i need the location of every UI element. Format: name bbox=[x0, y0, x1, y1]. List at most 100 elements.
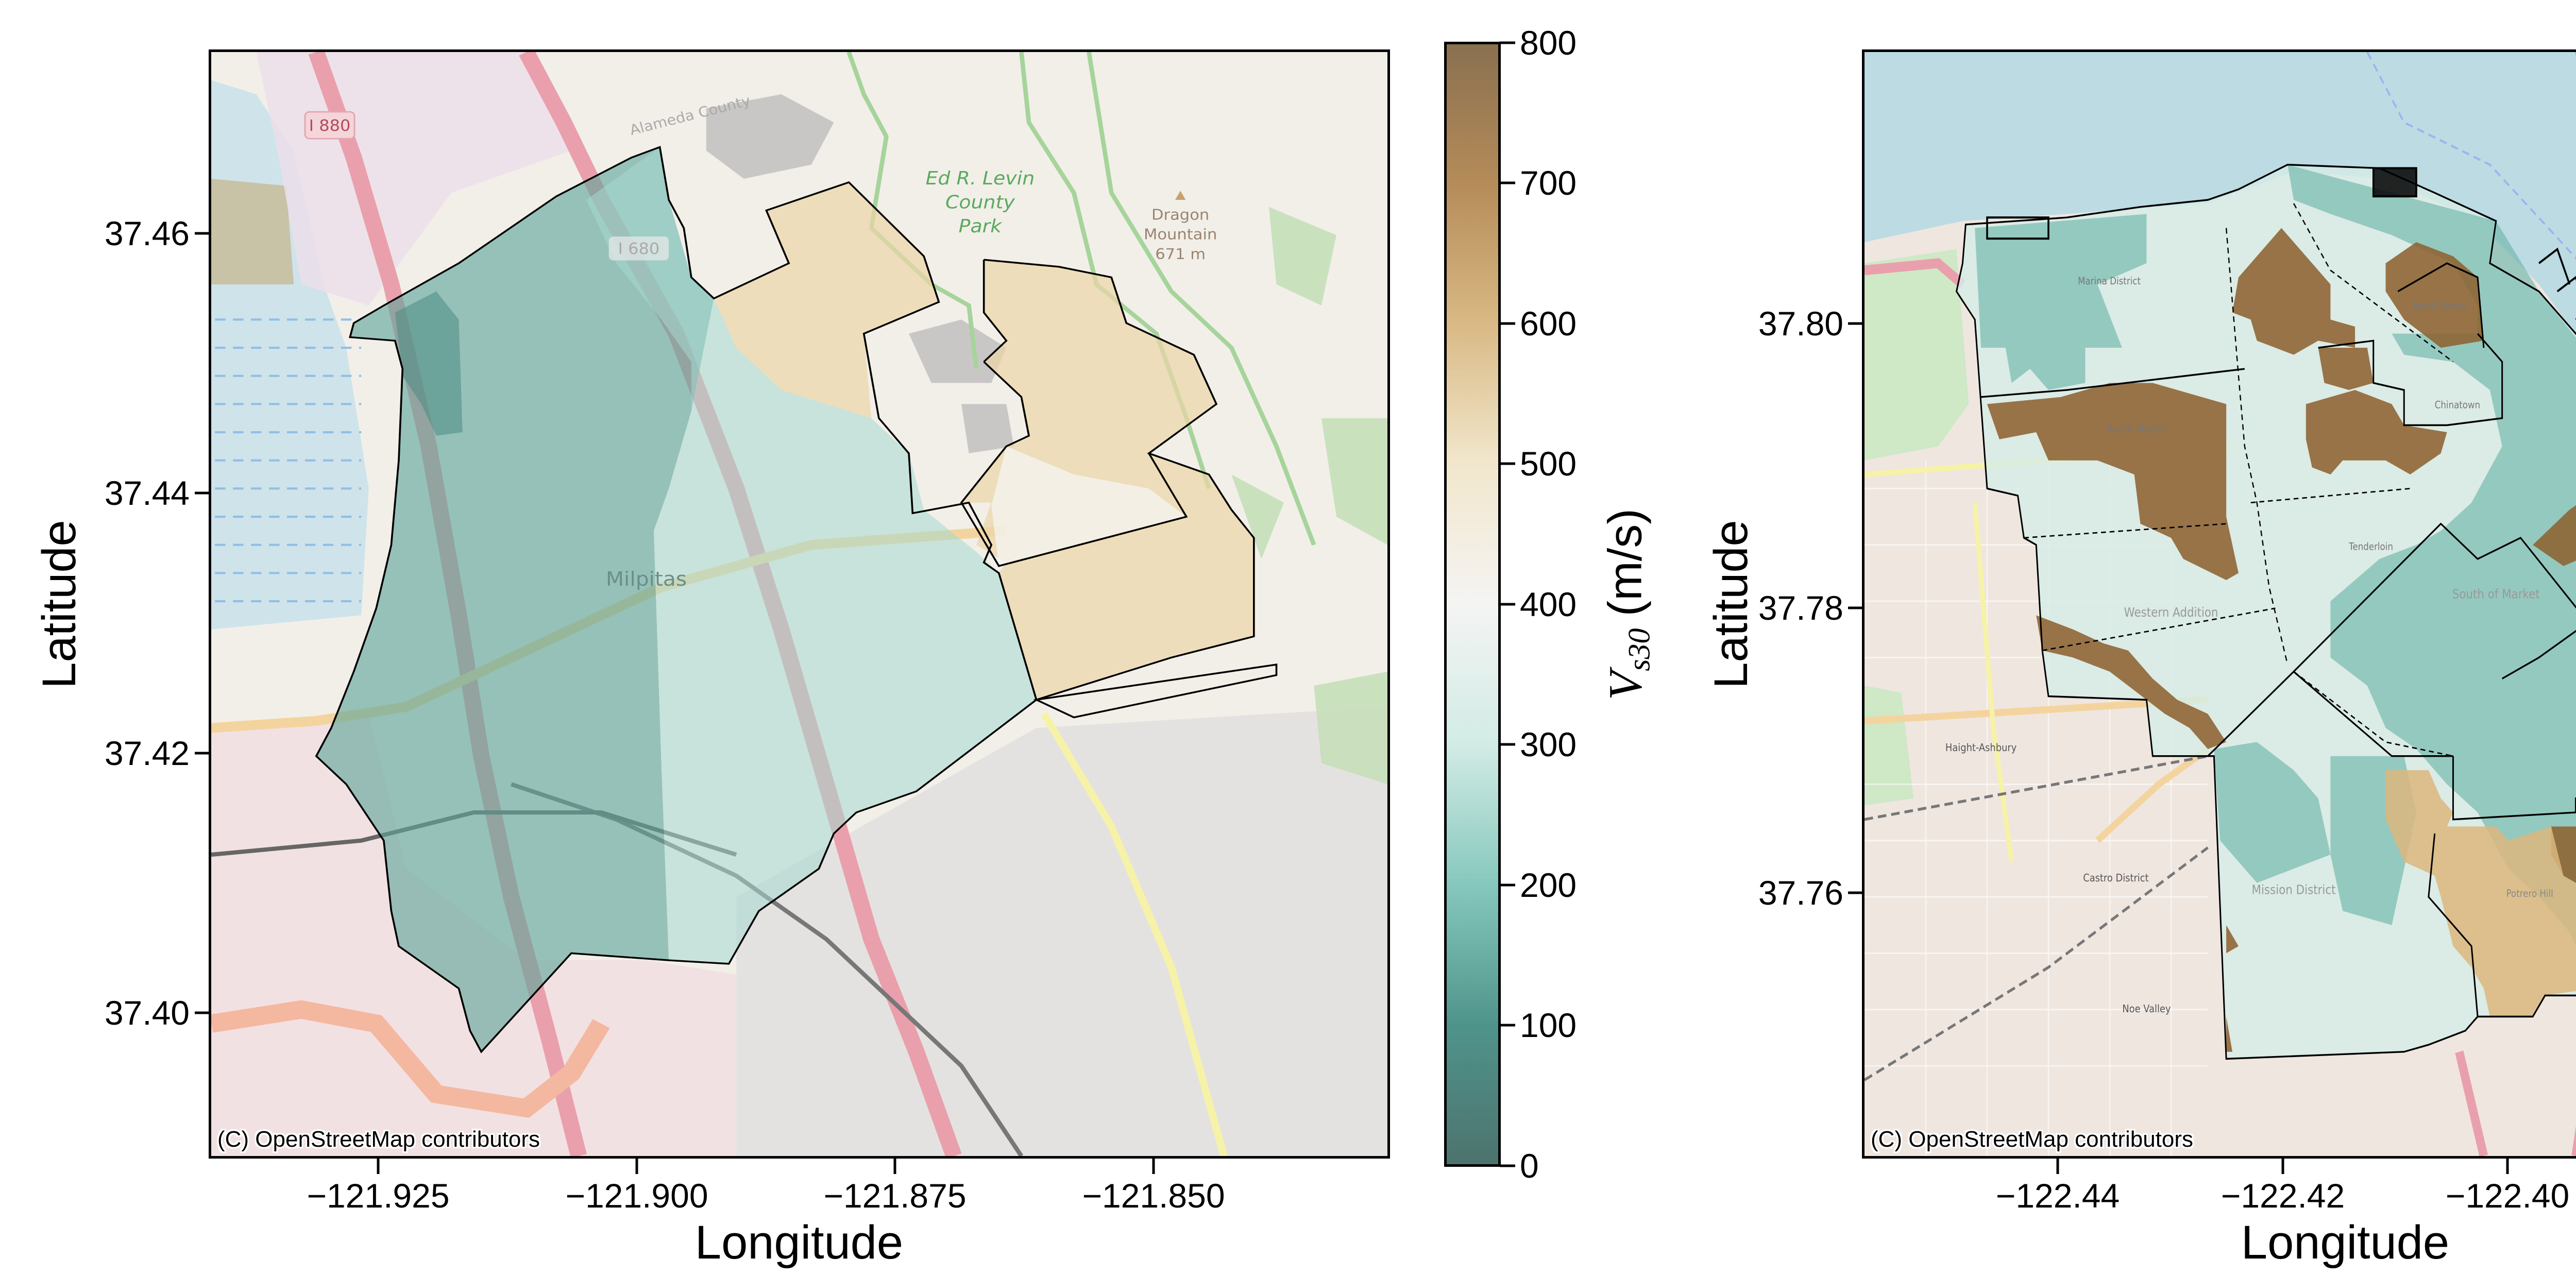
cb-tick-label: 400 bbox=[1520, 585, 1577, 623]
sf-dashed-boundaries bbox=[2024, 203, 2454, 757]
left-xtick-label: −121.900 bbox=[565, 1177, 708, 1215]
left-ytick-label: 37.40 bbox=[104, 994, 190, 1032]
map-attribution: (C) OpenStreetMap contributors bbox=[217, 1127, 540, 1152]
svg-text:Tenderloin: Tenderloin bbox=[2348, 541, 2393, 552]
presidio-park bbox=[1865, 249, 1969, 461]
svg-text:South of Market: South of Market bbox=[2452, 587, 2540, 602]
svg-text:I 880: I 880 bbox=[309, 117, 351, 135]
left-xtick-label: −121.875 bbox=[823, 1177, 967, 1215]
salt-pond-marks bbox=[215, 318, 362, 603]
vs30-milpitas-gap bbox=[991, 446, 1187, 566]
cb-tick bbox=[1500, 462, 1515, 465]
left-ytick-label: 37.42 bbox=[104, 734, 190, 772]
svg-text:County: County bbox=[945, 192, 1015, 213]
right-xtick-label: −122.44 bbox=[1995, 1177, 2120, 1215]
svg-text:Castro District: Castro District bbox=[2083, 872, 2149, 885]
cb-tick-label: 500 bbox=[1520, 445, 1577, 483]
svg-text:Ed R. Levin: Ed R. Levin bbox=[926, 167, 1035, 189]
vs30-milpitas-darkest bbox=[395, 291, 463, 436]
pier-outlines bbox=[1986, 167, 2576, 320]
cb-tick bbox=[1500, 322, 1515, 325]
vs30-sf-potrero bbox=[2385, 770, 2576, 1017]
landfill-area bbox=[211, 179, 294, 285]
left-ytick bbox=[195, 232, 210, 235]
cb-tick-label: 800 bbox=[1520, 24, 1577, 62]
right-xtick-label: −122.42 bbox=[2221, 1177, 2345, 1215]
vs30-milpitas-foothills-1 bbox=[714, 182, 939, 418]
left-xtick bbox=[893, 1159, 896, 1174]
right-ytick-label: 37.78 bbox=[1758, 589, 1843, 627]
left-ylabel: Latitude bbox=[33, 520, 86, 689]
right-ytick bbox=[1848, 322, 1863, 325]
left-ytick-label: 37.46 bbox=[104, 214, 190, 252]
right-xtick bbox=[2056, 1159, 2059, 1174]
svg-text:Milpitas: Milpitas bbox=[606, 568, 687, 591]
right-xlabel: Longitude bbox=[2241, 1216, 2450, 1269]
cb-tick bbox=[1500, 181, 1515, 184]
cb-tick bbox=[1500, 743, 1515, 746]
svg-text:Marina District: Marina District bbox=[2078, 276, 2141, 287]
residential-zone-southeast bbox=[736, 707, 1387, 1156]
vs30-milpitas-mid bbox=[586, 147, 1037, 964]
quarry-areas bbox=[706, 94, 1014, 454]
cb-label-unit: (m/s) bbox=[1599, 508, 1652, 617]
cb-tick bbox=[1500, 1164, 1515, 1167]
svg-text:Mountain: Mountain bbox=[1144, 225, 1217, 243]
right-map-svg: San Francisco- Oakland Bay Bridge West S… bbox=[1865, 52, 2576, 1156]
svg-text:671 m: 671 m bbox=[1155, 245, 1206, 263]
vs30-milpitas-foothills-2 bbox=[961, 260, 1254, 700]
left-xtick bbox=[1152, 1159, 1155, 1174]
svg-text:Western Addition: Western Addition bbox=[2124, 606, 2218, 620]
cb-tick-label: 600 bbox=[1520, 304, 1577, 343]
left-ytick-label: 37.44 bbox=[104, 474, 190, 512]
right-xtick bbox=[2281, 1159, 2284, 1174]
right-ytick bbox=[1848, 891, 1863, 894]
left-xtick bbox=[377, 1159, 380, 1174]
cb-label-symbol: V bbox=[1599, 671, 1652, 701]
svg-text:Noe Valley: Noe Valley bbox=[2122, 1002, 2171, 1015]
svg-text:North Beach: North Beach bbox=[2413, 301, 2466, 312]
cb-tick-label: 200 bbox=[1520, 866, 1577, 904]
left-xtick bbox=[635, 1159, 638, 1174]
left-ytick bbox=[195, 491, 210, 495]
svg-text:Potrero Hill: Potrero Hill bbox=[2506, 888, 2553, 899]
svg-text:I 680: I 680 bbox=[618, 240, 660, 258]
svg-text:Pacific Heights: Pacific Heights bbox=[2107, 423, 2170, 435]
svg-text:Haight-Ashbury: Haight-Ashbury bbox=[1945, 741, 2016, 754]
map-attribution: (C) OpenStreetMap contributors bbox=[1871, 1127, 2194, 1152]
right-ytick-label: 37.76 bbox=[1758, 874, 1843, 912]
cb-tick-label: 300 bbox=[1520, 725, 1577, 763]
cb-label-subscript: s30 bbox=[1622, 628, 1656, 671]
right-xtick-label: −122.40 bbox=[2445, 1177, 2570, 1215]
left-colorbar-label: Vs30 (m/s) bbox=[1599, 508, 1656, 701]
cb-tick bbox=[1500, 41, 1515, 44]
right-xtick bbox=[2506, 1159, 2509, 1174]
cb-tick-label: 0 bbox=[1520, 1147, 1539, 1185]
cb-tick-label: 100 bbox=[1520, 1006, 1577, 1044]
hill-vegetation bbox=[1231, 207, 1387, 785]
left-xtick-label: −121.925 bbox=[307, 1177, 450, 1215]
left-ytick bbox=[195, 752, 210, 755]
left-map-svg: I 880 I 680 Alameda County Ed R. Levin C… bbox=[211, 52, 1387, 1156]
svg-text:Chinatown: Chinatown bbox=[2435, 399, 2480, 411]
svg-text:Park: Park bbox=[959, 215, 1003, 237]
svg-text:Mission District: Mission District bbox=[2252, 883, 2336, 897]
cb-tick bbox=[1500, 883, 1515, 887]
right-map-plot-area[interactable]: San Francisco- Oakland Bay Bridge West S… bbox=[1862, 49, 2576, 1159]
left-colorbar bbox=[1444, 42, 1501, 1167]
milpitas-boundaries bbox=[315, 146, 1278, 1053]
sf-district-boundaries bbox=[1955, 163, 2576, 1060]
vs30-sf-bedrock-zones bbox=[1987, 228, 2576, 1052]
left-xlabel: Longitude bbox=[694, 1216, 904, 1269]
vs30-sf-low-zones bbox=[1975, 164, 2576, 946]
left-ytick bbox=[195, 1011, 210, 1014]
svg-text:Dragon: Dragon bbox=[1151, 206, 1209, 223]
right-ytick-label: 37.80 bbox=[1758, 304, 1843, 343]
cb-tick-label: 700 bbox=[1520, 164, 1577, 202]
right-ytick bbox=[1848, 606, 1863, 609]
cb-tick bbox=[1500, 1024, 1515, 1027]
left-map-plot-area[interactable]: I 880 I 680 Alameda County Ed R. Levin C… bbox=[209, 49, 1390, 1159]
cb-tick bbox=[1500, 603, 1515, 606]
basemap-labels: San Francisco- Oakland Bay Bridge West S… bbox=[1945, 276, 2553, 1015]
left-xtick-label: −121.850 bbox=[1082, 1177, 1225, 1215]
